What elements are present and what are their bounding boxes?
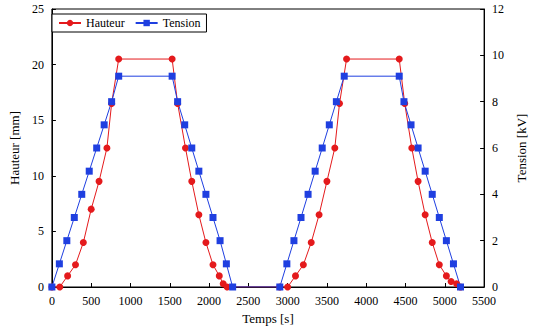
svg-text:15: 15 (32, 113, 44, 127)
svg-text:1500: 1500 (158, 294, 182, 308)
svg-text:4000: 4000 (354, 294, 378, 308)
svg-text:500: 500 (82, 294, 100, 308)
svg-text:6: 6 (492, 141, 498, 155)
svg-text:4: 4 (492, 187, 498, 201)
svg-text:10: 10 (492, 48, 504, 62)
svg-text:2: 2 (492, 234, 498, 248)
svg-text:10: 10 (32, 169, 44, 183)
svg-text:Temps [s]: Temps [s] (242, 311, 293, 326)
svg-text:12: 12 (492, 2, 504, 16)
svg-text:5000: 5000 (433, 294, 457, 308)
svg-text:Tension [kV]: Tension [kV] (514, 114, 529, 183)
svg-text:4500: 4500 (394, 294, 418, 308)
svg-text:Hauteur [mm]: Hauteur [mm] (7, 111, 22, 185)
svg-text:0: 0 (492, 280, 498, 294)
svg-text:3500: 3500 (315, 294, 339, 308)
svg-text:20: 20 (32, 58, 44, 72)
svg-text:0: 0 (49, 294, 55, 308)
svg-text:2500: 2500 (236, 294, 260, 308)
svg-text:3000: 3000 (276, 294, 300, 308)
svg-text:25: 25 (32, 2, 44, 16)
svg-text:5: 5 (38, 224, 44, 238)
svg-text:0: 0 (38, 280, 44, 294)
svg-text:1000: 1000 (118, 294, 142, 308)
svg-text:5500: 5500 (472, 294, 496, 308)
svg-text:Hauteur: Hauteur (86, 16, 125, 30)
svg-text:Tension: Tension (163, 16, 201, 30)
svg-text:2000: 2000 (197, 294, 221, 308)
svg-text:8: 8 (492, 95, 498, 109)
